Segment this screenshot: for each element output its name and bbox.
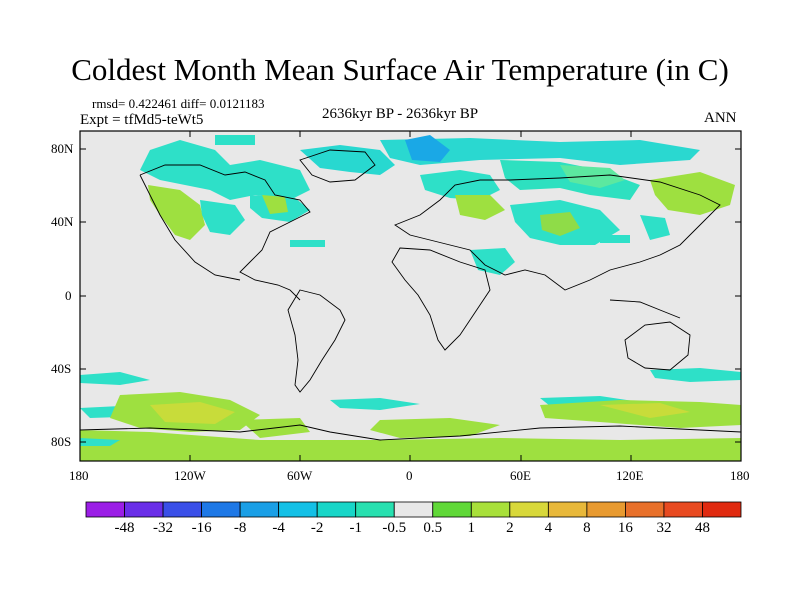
colorbar-label: -2: [310, 520, 324, 536]
colorbar-swatch: [316, 501, 357, 518]
anomaly-region: [650, 172, 735, 215]
anomaly-region: [455, 195, 505, 220]
lat-label-80s: 80S: [51, 434, 72, 449]
colorbar-label: -32: [153, 520, 174, 536]
anomaly-region: [80, 438, 120, 446]
colorbar-label: 1: [467, 520, 476, 536]
lat-label-80n: 80N: [51, 141, 74, 156]
colorbar-swatch: [355, 501, 395, 518]
anomaly-region: [380, 138, 700, 165]
lon-label-180w: 180: [69, 468, 89, 483]
colorbar-label: -16: [191, 520, 212, 536]
colorbar-swatch: [278, 501, 318, 518]
lat-label-40n: 40N: [51, 214, 74, 229]
colorbar-label: -48: [114, 520, 135, 536]
coastline: [80, 424, 741, 441]
colorbar-swatch: [702, 501, 742, 518]
coastline: [609, 299, 681, 319]
stats-text: rmsd= 0.422461 diff= 0.0121183: [92, 96, 265, 111]
anomaly-region: [215, 135, 255, 145]
anomaly-region: [600, 403, 690, 418]
colorbar-label: 48: [694, 520, 710, 536]
anomaly-region: [200, 200, 245, 235]
anomaly-region: [262, 195, 288, 214]
anomaly-region: [80, 372, 150, 385]
lat-ticks: [80, 148, 741, 443]
colorbar-label: 8: [583, 520, 591, 536]
anomaly-fills: [80, 135, 741, 461]
anomaly-region: [370, 418, 500, 438]
colorbar-swatch: [239, 501, 280, 518]
lon-ticks: [189, 131, 632, 461]
lat-label-0: 0: [65, 288, 72, 303]
anomaly-region: [140, 140, 310, 200]
colorbar-label: 32: [656, 520, 672, 536]
lon-label-60w: 60W: [287, 468, 313, 483]
colorbar-label: 0.5: [423, 520, 443, 536]
colorbar-swatch: [201, 501, 241, 518]
lon-label-180e: 180: [730, 468, 750, 483]
anomaly-region: [650, 368, 741, 382]
colorbar-swatch: [547, 501, 588, 518]
colorbar-label: -8: [233, 520, 247, 536]
anomaly-region: [470, 248, 515, 275]
coastline: [299, 149, 376, 183]
colorbar-swatch: [85, 501, 125, 518]
coastline: [394, 174, 721, 291]
coastline: [391, 247, 491, 351]
anomaly-region: [420, 170, 500, 200]
anomaly-region: [540, 212, 580, 236]
coastline: [287, 289, 346, 393]
lon-label-120w: 120W: [174, 468, 206, 483]
season-text: ANN: [704, 110, 737, 126]
coastline: [624, 321, 691, 371]
coastline: [139, 174, 241, 281]
colorbar-label: -0.5: [382, 520, 407, 536]
anomaly-region: [330, 398, 420, 410]
colorbar-label: -4: [272, 520, 285, 536]
coastline: [139, 164, 311, 301]
experiment-text: Expt = tfMd5-teWt5: [80, 112, 204, 128]
coastlines: [80, 149, 741, 441]
anomaly-region: [405, 135, 450, 162]
lon-label-60e: 60E: [510, 468, 531, 483]
colorbar-swatch: [470, 501, 511, 518]
anomaly-region: [640, 215, 670, 240]
anomaly-region: [150, 402, 235, 424]
colorbar-swatch: [586, 501, 626, 518]
lon-label-0: 0: [406, 468, 413, 483]
colorbar-swatch: [162, 501, 202, 518]
lat-label-40s: 40S: [51, 361, 72, 376]
colorbar-swatch: [393, 501, 434, 518]
colorbar-swatch: [432, 501, 472, 518]
colorbar-swatch: [625, 501, 665, 518]
colorbar-swatch: [124, 501, 164, 518]
colorbar: [85, 501, 742, 518]
colorbar-swatch: [509, 501, 549, 518]
anomaly-region: [600, 235, 630, 243]
colorbar-label: 4: [544, 520, 553, 536]
colorbar-label: -1: [349, 520, 362, 536]
colorbar-swatch: [663, 501, 703, 518]
anomaly-region: [148, 185, 205, 240]
period-text: 2636kyr BP - 2636kyr BP: [322, 106, 479, 122]
colorbar-label: 16: [617, 520, 633, 536]
plot-title: Coldest Month Mean Surface Air Temperatu…: [71, 52, 729, 87]
colorbar-label: 2: [506, 520, 514, 536]
lon-label-120e: 120E: [616, 468, 644, 483]
anomaly-region: [290, 240, 325, 247]
anomaly-region: [80, 430, 741, 461]
